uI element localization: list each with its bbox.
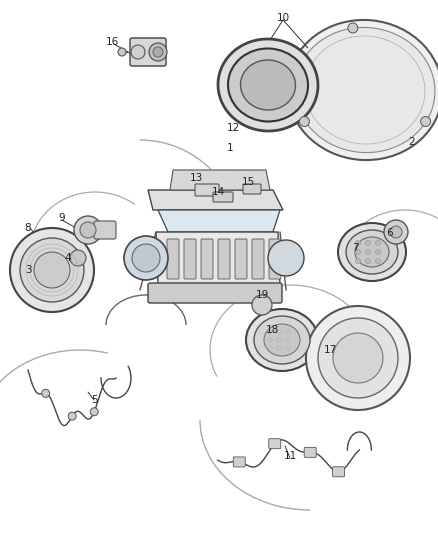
Circle shape xyxy=(286,346,290,350)
Circle shape xyxy=(356,259,360,263)
Ellipse shape xyxy=(338,223,406,281)
Circle shape xyxy=(356,249,360,254)
Ellipse shape xyxy=(218,39,318,131)
Circle shape xyxy=(277,330,281,334)
Circle shape xyxy=(252,295,272,315)
Circle shape xyxy=(356,240,360,246)
Circle shape xyxy=(268,240,304,276)
FancyBboxPatch shape xyxy=(195,184,219,196)
Ellipse shape xyxy=(228,49,308,122)
FancyBboxPatch shape xyxy=(213,192,233,202)
Circle shape xyxy=(306,306,410,410)
Circle shape xyxy=(268,330,272,334)
Text: 16: 16 xyxy=(106,37,119,47)
Circle shape xyxy=(131,45,145,59)
Circle shape xyxy=(300,117,309,126)
Circle shape xyxy=(318,318,398,398)
Text: 15: 15 xyxy=(241,177,254,187)
Text: 10: 10 xyxy=(276,13,290,23)
Ellipse shape xyxy=(288,20,438,160)
Text: 12: 12 xyxy=(226,123,240,133)
FancyBboxPatch shape xyxy=(167,239,179,279)
Circle shape xyxy=(333,333,383,383)
FancyBboxPatch shape xyxy=(184,239,196,279)
Circle shape xyxy=(20,238,84,302)
Circle shape xyxy=(74,216,102,244)
Ellipse shape xyxy=(240,60,296,110)
Polygon shape xyxy=(158,210,280,232)
Circle shape xyxy=(375,249,381,254)
Text: 7: 7 xyxy=(352,243,358,253)
FancyBboxPatch shape xyxy=(304,447,316,457)
Circle shape xyxy=(365,249,371,254)
Text: 19: 19 xyxy=(255,290,268,300)
Polygon shape xyxy=(170,170,270,190)
Text: 9: 9 xyxy=(59,213,65,223)
Circle shape xyxy=(70,250,86,266)
Ellipse shape xyxy=(254,316,310,364)
Text: 11: 11 xyxy=(283,451,297,461)
Circle shape xyxy=(286,330,290,334)
FancyBboxPatch shape xyxy=(130,38,166,66)
Circle shape xyxy=(348,23,358,33)
Circle shape xyxy=(286,338,290,342)
Circle shape xyxy=(268,346,272,350)
Text: 1: 1 xyxy=(227,143,233,153)
Text: 2: 2 xyxy=(409,137,415,147)
Circle shape xyxy=(365,259,371,263)
Circle shape xyxy=(149,43,167,61)
FancyBboxPatch shape xyxy=(201,239,213,279)
FancyBboxPatch shape xyxy=(94,221,116,239)
Circle shape xyxy=(277,346,281,350)
Text: 8: 8 xyxy=(25,223,31,233)
Ellipse shape xyxy=(346,230,398,274)
Circle shape xyxy=(390,226,402,238)
Text: 13: 13 xyxy=(189,173,203,183)
FancyBboxPatch shape xyxy=(332,467,345,477)
Text: 3: 3 xyxy=(25,265,31,275)
Circle shape xyxy=(124,236,168,280)
Circle shape xyxy=(68,412,76,420)
Circle shape xyxy=(153,47,163,57)
Text: 14: 14 xyxy=(212,187,225,197)
Circle shape xyxy=(375,259,381,263)
Circle shape xyxy=(365,240,371,246)
Circle shape xyxy=(80,222,96,238)
Circle shape xyxy=(268,338,272,342)
FancyBboxPatch shape xyxy=(218,239,230,279)
Ellipse shape xyxy=(246,309,318,371)
Ellipse shape xyxy=(295,27,435,152)
Circle shape xyxy=(42,389,49,397)
Text: 4: 4 xyxy=(65,253,71,263)
FancyBboxPatch shape xyxy=(269,439,281,449)
Circle shape xyxy=(10,228,94,312)
Circle shape xyxy=(420,117,431,126)
FancyBboxPatch shape xyxy=(235,239,247,279)
FancyBboxPatch shape xyxy=(233,457,245,467)
FancyBboxPatch shape xyxy=(252,239,264,279)
Circle shape xyxy=(384,220,408,244)
Circle shape xyxy=(277,338,281,342)
Circle shape xyxy=(132,244,160,272)
Ellipse shape xyxy=(264,324,300,356)
Text: 17: 17 xyxy=(323,345,337,355)
Circle shape xyxy=(375,240,381,246)
Ellipse shape xyxy=(355,237,389,267)
FancyBboxPatch shape xyxy=(269,239,281,279)
Text: 18: 18 xyxy=(265,325,279,335)
Circle shape xyxy=(118,48,126,56)
FancyBboxPatch shape xyxy=(243,184,261,194)
Circle shape xyxy=(90,408,98,416)
FancyBboxPatch shape xyxy=(148,283,282,303)
Text: 5: 5 xyxy=(91,395,97,405)
Circle shape xyxy=(34,252,70,288)
Text: 6: 6 xyxy=(387,228,393,238)
Polygon shape xyxy=(148,190,283,210)
Polygon shape xyxy=(156,232,280,285)
